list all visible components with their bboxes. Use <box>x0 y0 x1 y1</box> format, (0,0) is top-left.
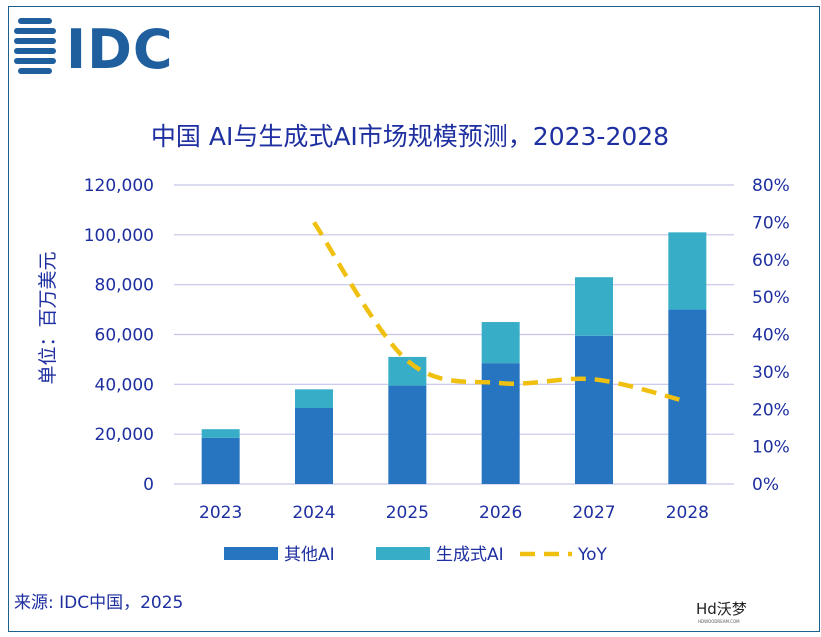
bar-segment <box>295 389 333 409</box>
bar-segment <box>575 335 613 484</box>
bar-segment <box>388 385 427 484</box>
idc-logo: IDC <box>14 18 174 78</box>
bars <box>201 232 707 484</box>
legend-label: 生成式AI <box>436 545 504 565</box>
y-tick-label: 60,000 <box>95 326 154 346</box>
bar-segment <box>201 429 240 438</box>
legend-swatch <box>224 547 278 560</box>
x-axis: 2023 2024 2025 2026 2027 2028 <box>199 503 709 523</box>
y-axis-left: 0 20,000 40,000 60,000 80,000 100,000 120,000 <box>84 176 154 495</box>
bar-segment <box>481 322 520 364</box>
legend-label: 其他AI <box>284 545 335 565</box>
legend: 其他AI 生成式AI YoY <box>224 545 608 565</box>
y2-tick-label: 50% <box>752 288 790 308</box>
y2-tick-label: 20% <box>752 400 790 420</box>
yoy-series-line <box>312 221 688 404</box>
bar-segment <box>201 437 240 484</box>
y-tick-label: 20,000 <box>95 425 154 445</box>
y2-tick-label: 80% <box>752 176 790 196</box>
y2-tick-label: 30% <box>752 363 790 383</box>
x-tick-label: 2024 <box>292 503 335 523</box>
y-tick-label: 40,000 <box>95 375 154 395</box>
watermark-text: Hd沃梦 <box>696 600 747 618</box>
x-tick-label: 2025 <box>386 503 429 523</box>
y-tick-label: 100,000 <box>84 226 154 246</box>
chart-title: 中国 AI与生成式AI市场规模预测，2023-2028 <box>151 122 669 151</box>
legend-label: YoY <box>577 545 608 565</box>
y2-tick-label: 0% <box>752 475 779 495</box>
y2-tick-label: 10% <box>752 438 790 458</box>
x-tick-label: 2023 <box>199 503 242 523</box>
y-axis-title: 单位：百万美元 <box>37 251 59 384</box>
y-tick-label: 120,000 <box>84 176 154 196</box>
y-axis-right: 0% 10% 20% 30% 40% 50% 60% 70% 80% <box>752 176 790 495</box>
legend-swatch <box>376 547 430 560</box>
bar-segment <box>668 232 707 310</box>
bar-segment <box>575 277 613 336</box>
bar-segment <box>388 356 427 386</box>
y2-tick-label: 70% <box>752 213 790 233</box>
y2-tick-label: 60% <box>752 251 790 271</box>
watermark-subtext: HDWOODREAM.COM <box>698 619 740 624</box>
y2-tick-label: 40% <box>752 326 790 346</box>
y-tick-label: 0 <box>143 475 154 495</box>
x-tick-label: 2028 <box>666 503 709 523</box>
idc-globe-icon <box>14 18 56 74</box>
bar-segment <box>295 408 333 484</box>
x-tick-label: 2027 <box>572 503 615 523</box>
watermark-logo: Hd沃梦 HDWOODREAM.COM <box>694 592 752 626</box>
x-tick-label: 2026 <box>479 503 522 523</box>
source-note: 来源: IDC中国，2025 <box>14 593 184 613</box>
logo-text: IDC <box>66 18 174 78</box>
y-tick-label: 80,000 <box>95 276 154 296</box>
gridlines <box>174 184 734 485</box>
yoy-line <box>312 221 688 404</box>
